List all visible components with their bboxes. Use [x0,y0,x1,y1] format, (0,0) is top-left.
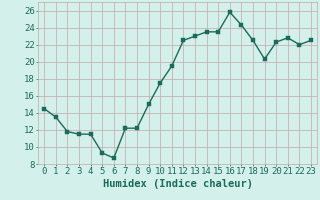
X-axis label: Humidex (Indice chaleur): Humidex (Indice chaleur) [103,179,252,189]
